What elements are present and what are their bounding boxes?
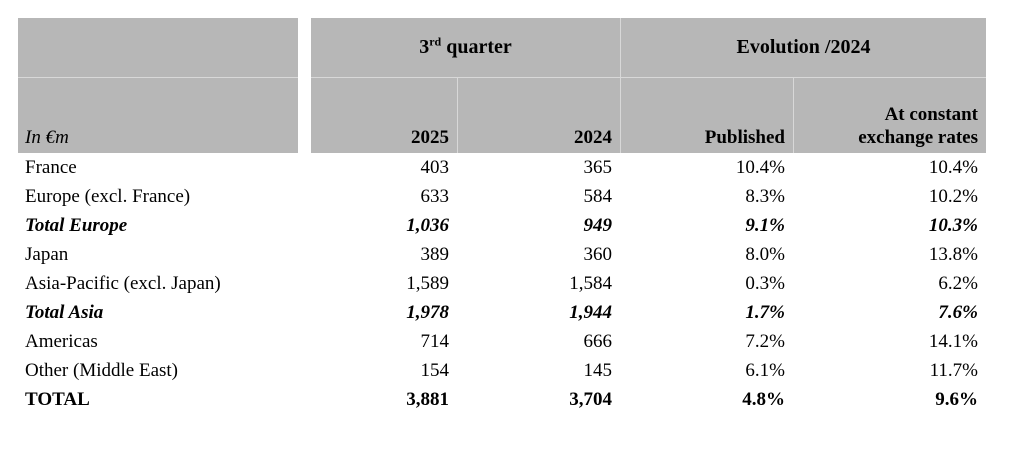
cell-2025: 403 <box>420 156 450 178</box>
quarterly-revenue-table: 3rd quarter Evolution /2024 In €m 2025 2… <box>18 18 986 414</box>
table-body: France 403 365 10.4% 10.4% Europe (excl.… <box>18 153 986 414</box>
cell-published: 6.1% <box>745 359 785 381</box>
cell-2025: 154 <box>420 359 450 381</box>
cell-published: 8.3% <box>745 185 785 207</box>
cell-constant: 6.2% <box>938 272 978 294</box>
column-header-2025: 2025 <box>311 77 457 153</box>
group-header-3rd-quarter-label: 3rd quarter <box>419 34 512 58</box>
cell-published: 4.8% <box>742 388 785 410</box>
column-gap <box>298 18 311 153</box>
cell-published: 0.3% <box>745 272 785 294</box>
cell-2024: 365 <box>583 156 613 178</box>
row-label: Other (Middle East) <box>25 359 179 381</box>
group-header-evolution-label: Evolution /2024 <box>736 36 871 58</box>
row-label: Americas <box>25 330 98 352</box>
cell-published: 7.2% <box>745 330 785 352</box>
table-row-americas: Americas 714 666 7.2% 14.1% <box>18 327 986 356</box>
table-header: 3rd quarter Evolution /2024 In €m 2025 2… <box>18 18 986 153</box>
cell-constant: 7.6% <box>938 301 978 323</box>
table-row-total: TOTAL 3,881 3,704 4.8% 9.6% <box>18 385 986 414</box>
cell-published: 9.1% <box>745 214 785 236</box>
cell-constant: 10.4% <box>928 156 978 178</box>
cell-2024: 949 <box>583 214 613 236</box>
column-header-constant-rates: At constant exchange rates <box>793 77 986 153</box>
row-label: Total Asia <box>25 301 104 323</box>
cell-2024: 1,944 <box>569 301 612 323</box>
column-header-published: Published <box>620 77 793 153</box>
table-row-france: France 403 365 10.4% 10.4% <box>18 153 986 182</box>
row-label: Europe (excl. France) <box>25 185 191 207</box>
table-row-japan: Japan 389 360 8.0% 13.8% <box>18 240 986 269</box>
table-row-total-europe: Total Europe 1,036 949 9.1% 10.3% <box>18 211 986 240</box>
table-row-europe-excl-france: Europe (excl. France) 633 584 8.3% 10.2% <box>18 182 986 211</box>
column-header-constant-rates-lines: At constant exchange rates <box>858 104 978 149</box>
cell-2025: 1,589 <box>406 272 449 294</box>
cell-constant: 14.1% <box>928 330 978 352</box>
column-header-2024: 2024 <box>457 77 620 153</box>
cell-2025: 714 <box>420 330 450 352</box>
cell-2024: 360 <box>583 243 613 265</box>
cell-2025: 1,036 <box>406 214 449 236</box>
cell-constant: 9.6% <box>935 388 978 410</box>
constant-rates-line-2: exchange rates <box>858 126 978 148</box>
cell-2025: 389 <box>420 243 450 265</box>
cell-2025: 1,978 <box>406 301 449 323</box>
cell-2024: 145 <box>583 359 613 381</box>
cell-2024: 3,704 <box>569 388 612 410</box>
table-row-asia-pacific-excl-japan: Asia-Pacific (excl. Japan) 1,589 1,584 0… <box>18 269 986 298</box>
row-label: Total Europe <box>25 214 128 236</box>
table-row-total-asia: Total Asia 1,978 1,944 1.7% 7.6% <box>18 298 986 327</box>
corner-spacer-cell <box>18 18 298 77</box>
cell-published: 8.0% <box>745 243 785 265</box>
cell-published: 1.7% <box>745 301 785 323</box>
constant-rates-line-1: At constant <box>884 104 978 126</box>
table-row-other-middle-east: Other (Middle East) 154 145 6.1% 11.7% <box>18 356 986 385</box>
cell-constant: 10.3% <box>928 214 978 236</box>
group-header-evolution-2024: Evolution /2024 <box>620 18 986 77</box>
row-label: France <box>25 156 77 178</box>
cell-2024: 1,584 <box>569 272 612 294</box>
cell-published: 10.4% <box>735 156 785 178</box>
group-header-3rd-quarter: 3rd quarter <box>311 18 620 77</box>
row-label: Japan <box>25 243 69 265</box>
cell-2025: 3,881 <box>406 388 449 410</box>
cell-constant: 10.2% <box>928 185 978 207</box>
row-label: Asia-Pacific (excl. Japan) <box>25 272 221 294</box>
cell-constant: 11.7% <box>929 359 978 381</box>
cell-2024: 666 <box>583 330 613 352</box>
cell-constant: 13.8% <box>928 243 978 265</box>
row-label: TOTAL <box>25 388 90 410</box>
cell-2025: 633 <box>420 185 450 207</box>
unit-label: In €m <box>18 77 298 153</box>
cell-2024: 584 <box>583 185 613 207</box>
